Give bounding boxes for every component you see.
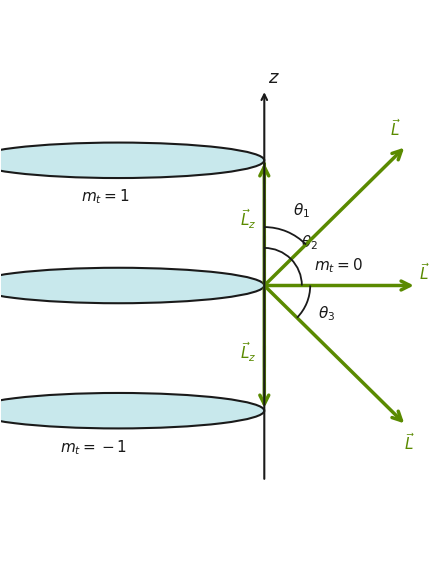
Text: $\theta_1$: $\theta_1$ [293, 202, 310, 220]
Text: $z$: $z$ [268, 69, 280, 87]
Text: $\theta_3$: $\theta_3$ [318, 304, 335, 323]
Text: $m_t = 0$: $m_t = 0$ [313, 256, 362, 275]
Text: $\vec{L}$: $\vec{L}$ [403, 432, 414, 453]
Text: $\theta_2$: $\theta_2$ [301, 233, 317, 252]
Ellipse shape [0, 143, 264, 178]
Text: $\vec{L}$: $\vec{L}$ [418, 263, 429, 283]
Text: $m_t = -1$: $m_t = -1$ [59, 438, 126, 457]
Ellipse shape [0, 393, 264, 428]
Text: $m_t = 1$: $m_t = 1$ [81, 187, 130, 206]
Ellipse shape [0, 268, 264, 303]
Text: $\vec{L}$: $\vec{L}$ [390, 118, 400, 139]
Text: $\vec{L}_z$: $\vec{L}_z$ [239, 207, 255, 231]
Text: $\vec{L}_z$: $\vec{L}_z$ [239, 340, 255, 364]
